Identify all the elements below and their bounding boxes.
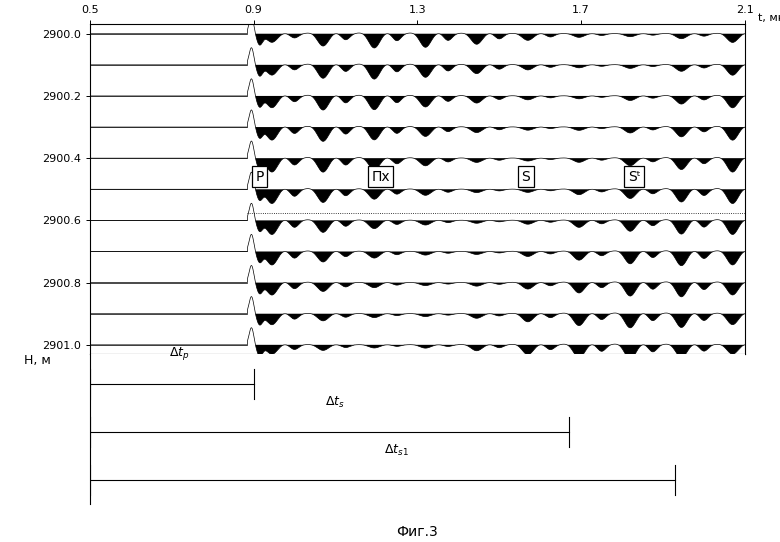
Text: Sᵗ: Sᵗ — [628, 170, 641, 184]
Text: Пx: Пx — [371, 170, 390, 184]
Text: t, мкс: t, мкс — [758, 13, 780, 23]
Text: Фиг.3: Фиг.3 — [396, 525, 438, 539]
Text: $\Delta t_s$: $\Delta t_s$ — [325, 395, 346, 410]
Text: P: P — [256, 170, 264, 184]
Text: $\Delta t_{s1}$: $\Delta t_{s1}$ — [385, 442, 410, 457]
Text: S: S — [522, 170, 530, 184]
Text: H, м: H, м — [23, 354, 51, 367]
Text: $\Delta t_p$: $\Delta t_p$ — [169, 345, 190, 362]
